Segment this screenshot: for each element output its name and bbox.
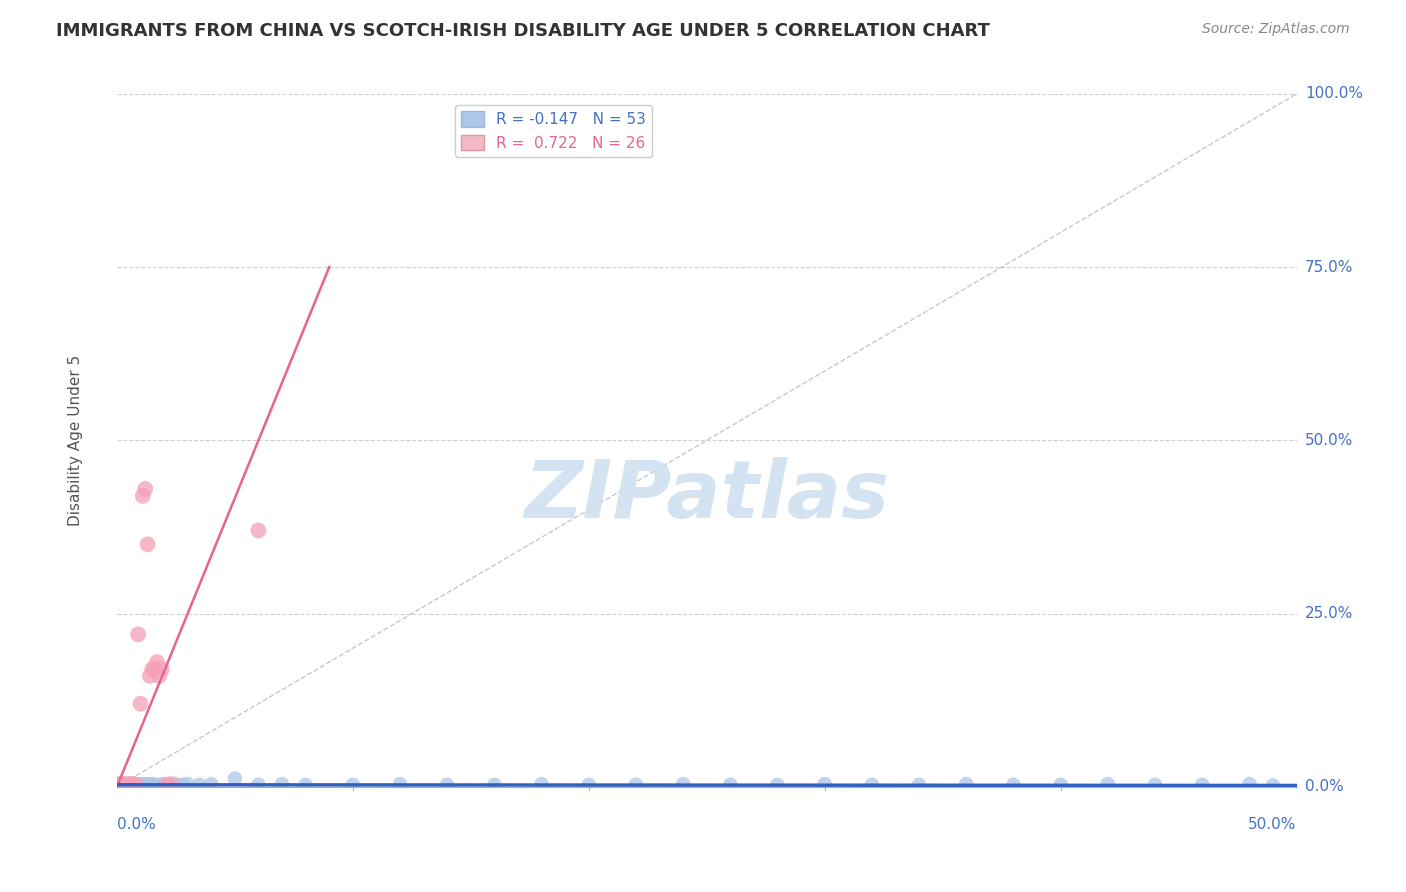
Point	[814, 777, 837, 791]
Point	[125, 778, 148, 792]
Text: Source: ZipAtlas.com: Source: ZipAtlas.com	[1202, 22, 1350, 37]
Text: Disability Age Under 5: Disability Age Under 5	[67, 355, 83, 526]
Point	[136, 537, 159, 551]
Point	[122, 777, 145, 791]
Point	[271, 777, 294, 791]
Point	[153, 777, 176, 791]
Point	[908, 778, 931, 792]
Point	[172, 778, 194, 792]
Point	[132, 778, 155, 792]
Point	[120, 778, 142, 792]
Point	[860, 778, 883, 792]
Point	[148, 669, 170, 683]
Point	[160, 777, 183, 791]
Point	[766, 778, 789, 792]
Point	[122, 778, 145, 792]
Point	[188, 778, 211, 792]
Point	[294, 778, 316, 792]
Point	[127, 778, 149, 792]
Text: 75.0%: 75.0%	[1305, 260, 1353, 275]
Point	[157, 778, 180, 792]
Point	[110, 776, 132, 790]
Text: IMMIGRANTS FROM CHINA VS SCOTCH-IRISH DISABILITY AGE UNDER 5 CORRELATION CHART: IMMIGRANTS FROM CHINA VS SCOTCH-IRISH DI…	[56, 22, 990, 40]
Point	[176, 777, 198, 791]
Point	[112, 778, 135, 792]
Point	[115, 778, 138, 792]
Point	[200, 777, 222, 791]
Point	[247, 524, 270, 538]
Text: 0.0%: 0.0%	[117, 817, 156, 832]
Text: ZIPatlas: ZIPatlas	[524, 457, 889, 535]
Point	[132, 489, 155, 503]
Point	[139, 669, 162, 683]
Point	[112, 777, 135, 791]
Point	[122, 778, 145, 792]
Point	[120, 778, 142, 792]
Point	[672, 777, 695, 791]
Point	[118, 778, 141, 792]
Point	[224, 772, 246, 786]
Point	[134, 778, 156, 792]
Point	[342, 778, 364, 792]
Text: 50.0%: 50.0%	[1249, 817, 1296, 832]
Point	[155, 778, 177, 792]
Point	[108, 777, 131, 791]
Text: 0.0%: 0.0%	[1305, 780, 1344, 795]
Point	[136, 777, 159, 791]
Point	[718, 778, 741, 792]
Point	[1143, 778, 1166, 792]
Point	[1191, 778, 1213, 792]
Point	[118, 777, 141, 791]
Point	[388, 777, 411, 791]
Point	[1097, 777, 1119, 791]
Point	[146, 655, 169, 669]
Point	[141, 777, 163, 791]
Point	[578, 778, 600, 792]
Point	[1049, 778, 1071, 792]
Point	[112, 778, 135, 792]
Point	[127, 627, 149, 641]
Point	[125, 777, 148, 791]
Point	[955, 777, 977, 791]
Point	[247, 778, 270, 792]
Point	[108, 777, 131, 791]
Point	[115, 777, 138, 791]
Point	[110, 778, 132, 792]
Point	[624, 778, 647, 792]
Point	[115, 778, 138, 792]
Point	[141, 662, 163, 676]
Point	[120, 777, 142, 791]
Point	[1261, 779, 1284, 793]
Point	[110, 778, 132, 792]
Text: 100.0%: 100.0%	[1305, 87, 1362, 102]
Text: 25.0%: 25.0%	[1305, 606, 1353, 621]
Legend: R = -0.147   N = 53, R =  0.722   N = 26: R = -0.147 N = 53, R = 0.722 N = 26	[454, 105, 652, 157]
Point	[1239, 777, 1261, 791]
Point	[112, 777, 135, 791]
Point	[530, 777, 553, 791]
Point	[165, 777, 187, 791]
Point	[134, 482, 156, 496]
Point	[129, 697, 152, 711]
Text: 50.0%: 50.0%	[1305, 433, 1353, 448]
Point	[148, 778, 170, 792]
Point	[143, 778, 166, 792]
Point	[118, 777, 141, 791]
Point	[150, 662, 173, 676]
Point	[129, 777, 152, 791]
Point	[436, 778, 458, 792]
Point	[484, 778, 506, 792]
Point	[143, 662, 166, 676]
Point	[1002, 778, 1025, 792]
Point	[118, 778, 141, 792]
Point	[139, 778, 162, 792]
